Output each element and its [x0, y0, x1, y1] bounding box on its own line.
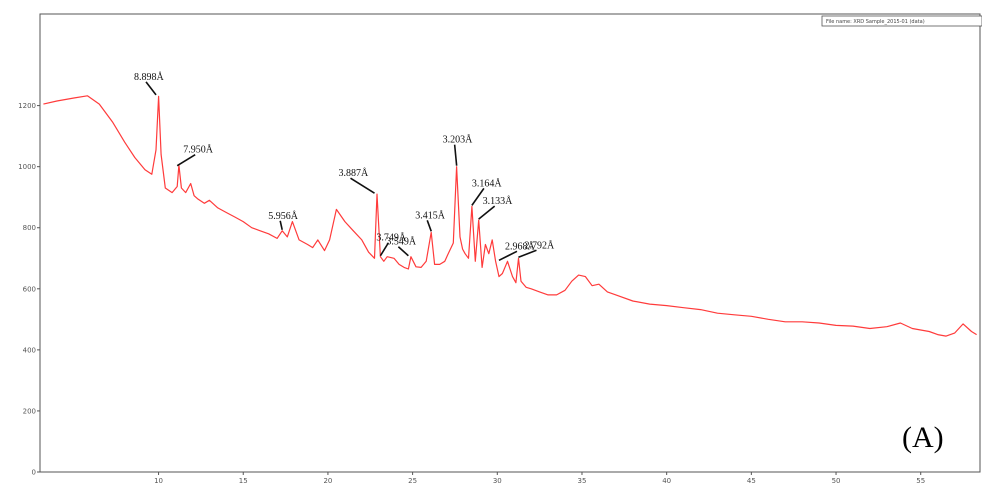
panel-label: (A) — [902, 421, 944, 454]
peak-label: 3.415Å — [415, 209, 446, 221]
x-tick-label: 55 — [916, 477, 925, 485]
peak-leader-line — [350, 177, 375, 194]
peak-leader-line — [279, 220, 283, 230]
peak-label: 3.887Å — [339, 167, 370, 179]
peak-label: 3.549Å — [386, 236, 417, 248]
peak-label: 3.164Å — [472, 177, 503, 189]
peak-label: 2.792Å — [524, 239, 555, 251]
x-axis: 10 15 20 25 30 35 40 45 50 55 — [154, 472, 925, 485]
peak-label: 5.956Å — [268, 210, 299, 222]
peak-leader-line — [426, 220, 432, 232]
file-name-text: File name: XRD Sample_2015-01 (data) — [826, 19, 925, 25]
y-tick-label: 1000 — [18, 163, 36, 171]
peak-label: 3.749Å — [376, 232, 407, 244]
x-tick-label: 45 — [747, 477, 756, 485]
x-tick-label: 40 — [662, 477, 671, 485]
diffraction-pattern-line — [43, 95, 977, 337]
x-tick-label: 25 — [408, 477, 417, 485]
plot-frame — [39, 13, 981, 473]
peak-leader-line — [518, 249, 537, 259]
file-name-box: File name: XRD Sample_2015-01 (data) — [821, 15, 982, 27]
y-tick-label: 1200 — [18, 102, 36, 110]
peak-label: 7.950Å — [183, 144, 214, 156]
x-tick-label: 50 — [832, 477, 841, 485]
peak-leader-line — [176, 153, 196, 167]
peak-leader-line — [498, 250, 518, 262]
y-axis: 0 200 400 600 800 1000 1200 — [18, 102, 40, 477]
y-tick-label: 600 — [23, 285, 36, 293]
peak-label: 2.968Å — [505, 240, 535, 252]
peak-leader-line — [478, 205, 496, 220]
peak-label: 3.133Å — [483, 195, 513, 207]
peak-leader-line — [471, 187, 485, 206]
x-tick-label: 30 — [493, 477, 502, 485]
peak-leader-line — [145, 81, 157, 96]
peak-label: 3.203Å — [443, 134, 474, 146]
y-tick-label: 200 — [23, 407, 36, 415]
x-tick-label: 20 — [323, 477, 332, 485]
y-tick-label: 800 — [23, 224, 36, 232]
peak-label: 8.898Å — [134, 71, 165, 83]
y-tick-label: 0 — [32, 469, 36, 477]
peak-leader-line — [379, 242, 390, 257]
peak-leader-line — [453, 144, 458, 166]
y-tick-label: 400 — [23, 346, 36, 354]
x-tick-label: 35 — [578, 477, 587, 485]
peak-leader-line — [397, 246, 409, 257]
x-tick-label: 15 — [239, 477, 248, 485]
x-tick-label: 10 — [154, 477, 163, 485]
